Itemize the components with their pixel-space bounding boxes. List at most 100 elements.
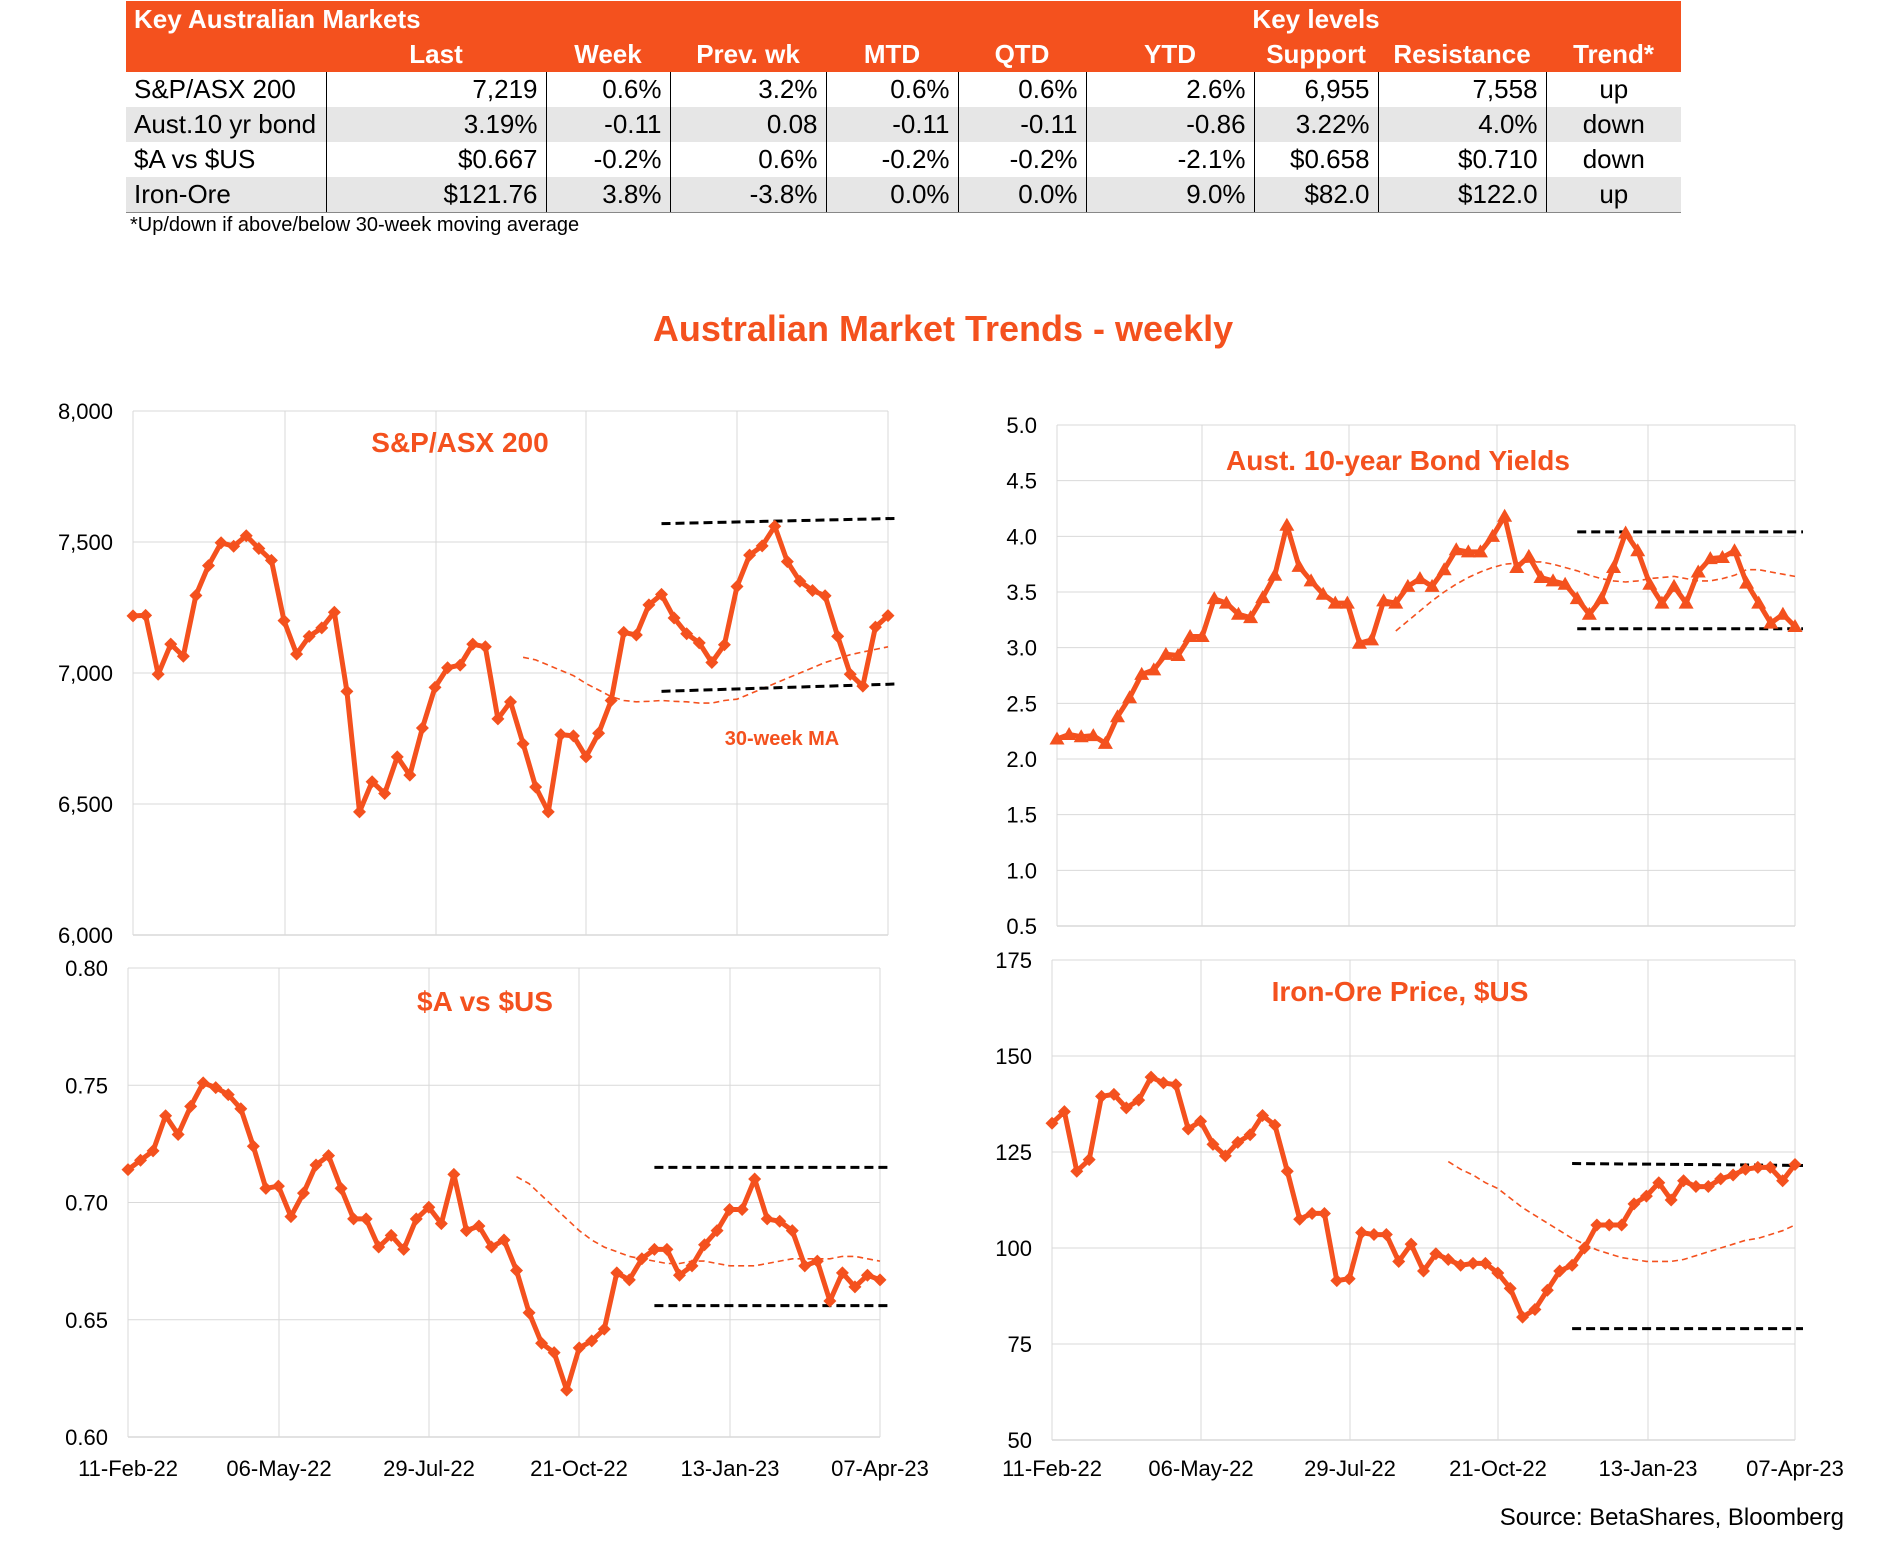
data-point — [1082, 1153, 1096, 1167]
data-point — [441, 661, 455, 675]
data-point — [856, 679, 870, 693]
cell: $122.0 — [1378, 177, 1547, 213]
data-point — [472, 1219, 486, 1233]
y-tick-label: 7,000 — [58, 661, 113, 686]
cell: 0.6% — [826, 72, 959, 107]
data-point — [1305, 1206, 1319, 1220]
page-title: Australian Market Trends - weekly — [652, 308, 1234, 349]
data-point — [184, 1099, 198, 1113]
data-point — [773, 1214, 787, 1228]
data-point — [780, 555, 794, 569]
data-point — [685, 1259, 699, 1273]
data-point — [1726, 1168, 1740, 1182]
data-point — [415, 721, 429, 735]
cell: -0.2% — [826, 142, 959, 177]
col-header: Week — [546, 37, 670, 72]
data-point — [497, 1233, 511, 1247]
data-point — [647, 1242, 661, 1256]
data-point — [422, 1200, 436, 1214]
data-point — [1763, 615, 1779, 629]
data-point — [705, 656, 719, 670]
data-point — [629, 628, 643, 642]
data-point — [1545, 573, 1561, 587]
data-point — [748, 1172, 762, 1186]
cell: -2.1% — [1086, 142, 1255, 177]
data-point — [755, 539, 769, 553]
cell: 3.19% — [326, 107, 547, 142]
cell: up — [1546, 177, 1682, 213]
data-point — [617, 625, 631, 639]
data-point — [1255, 590, 1271, 604]
data-point — [372, 1240, 386, 1254]
data-point — [1751, 1160, 1765, 1174]
data-point — [126, 609, 140, 623]
data-point — [189, 588, 203, 602]
data-point — [1049, 731, 1065, 745]
data-point — [1714, 549, 1730, 563]
data-point — [1144, 1070, 1158, 1084]
data-point — [309, 1158, 323, 1172]
data-point — [1109, 709, 1125, 723]
data-point — [252, 542, 266, 556]
data-point — [239, 529, 253, 543]
data-point — [428, 680, 442, 694]
cell: $121.76 — [326, 177, 547, 213]
data-point — [302, 629, 316, 643]
data-point — [1315, 586, 1331, 600]
data-point — [1569, 591, 1585, 605]
data-point — [1342, 1272, 1356, 1286]
cell: 0.0% — [958, 177, 1087, 213]
table-header-row-1: Key Australian Markets Key levels — [126, 1, 1682, 37]
data-point — [1417, 1264, 1430, 1278]
data-point — [818, 589, 832, 603]
data-point — [1267, 567, 1283, 581]
data-point — [1727, 543, 1743, 557]
cell: 0.6% — [958, 72, 1087, 107]
data-point — [793, 574, 807, 588]
data-point — [735, 1203, 749, 1217]
series-line — [1050, 1074, 1797, 1320]
data-point — [1466, 1256, 1480, 1270]
support-line — [661, 682, 897, 693]
data-point — [403, 768, 417, 782]
data-point — [873, 1273, 887, 1287]
data-point — [1170, 647, 1186, 661]
cell: -0.2% — [958, 142, 1087, 177]
data-point — [868, 620, 882, 634]
data-point — [1503, 1281, 1517, 1295]
data-point — [484, 1240, 498, 1254]
data-point — [146, 1144, 160, 1158]
data-point — [1279, 517, 1295, 531]
markets-table: Key Australian Markets Key levels Last W… — [126, 1, 1682, 213]
y-tick-label: 175 — [995, 948, 1032, 973]
data-point — [1581, 606, 1597, 620]
moving-average-line — [1447, 1160, 1796, 1263]
cell: 3.8% — [546, 177, 671, 213]
data-point — [1590, 1218, 1604, 1232]
data-point — [1441, 1253, 1455, 1267]
data-point — [1751, 595, 1767, 609]
table-row: Iron-Ore $121.76 3.8% -3.8% 0.0% 0.0% 9.… — [126, 177, 1682, 213]
data-point — [284, 1210, 298, 1224]
data-point — [1351, 635, 1367, 649]
cell: down — [1546, 107, 1682, 142]
y-tick-label: 0.65 — [65, 1308, 108, 1333]
data-point — [541, 805, 555, 819]
data-point — [447, 1167, 461, 1181]
data-point — [1516, 1310, 1530, 1324]
x-tick-label: 11-Feb-22 — [1002, 1456, 1102, 1481]
data-point — [1061, 727, 1077, 741]
data-point — [1169, 1078, 1183, 1092]
y-tick-label: 150 — [995, 1044, 1032, 1069]
data-point — [214, 536, 228, 550]
data-point — [655, 587, 668, 601]
data-point — [246, 1139, 260, 1153]
data-point — [271, 1179, 285, 1193]
y-tick-label: 100 — [995, 1236, 1032, 1261]
cell: -3.8% — [670, 177, 827, 213]
data-point — [1627, 1197, 1641, 1211]
data-point — [1070, 1164, 1084, 1178]
data-point — [202, 559, 215, 573]
data-point — [1045, 1116, 1059, 1130]
